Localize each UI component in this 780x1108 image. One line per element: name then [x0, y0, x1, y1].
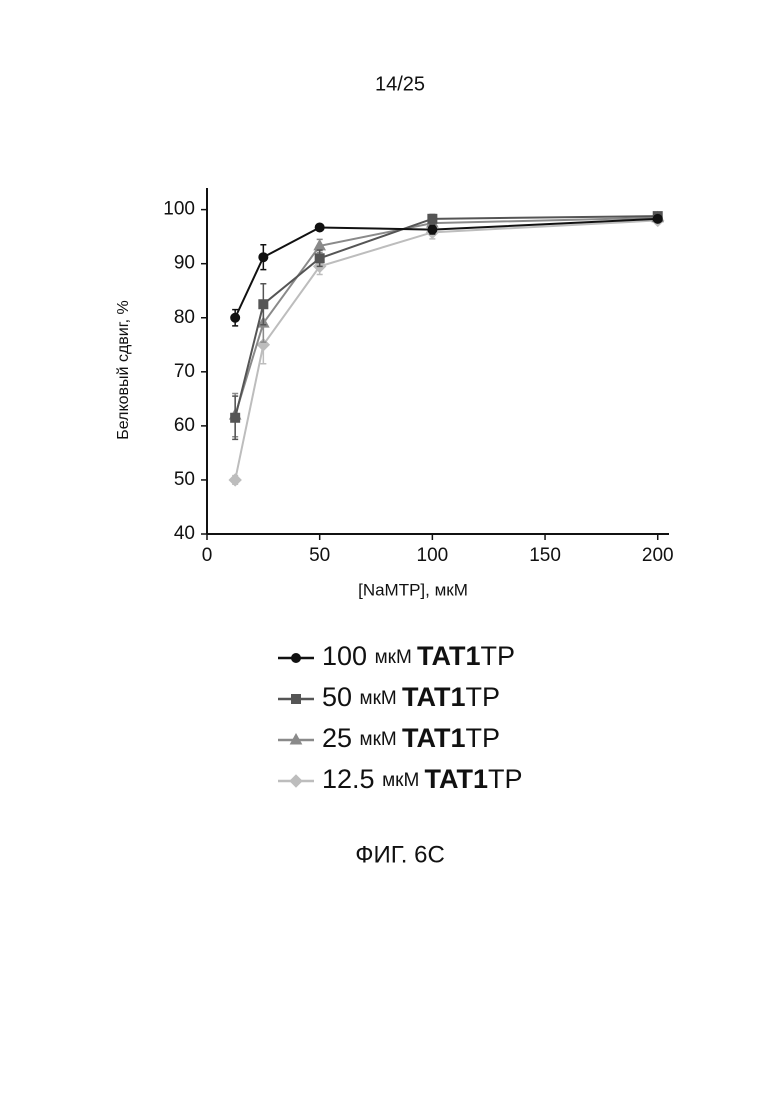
- figure: 14/25 ФИГ. 6C [NaMTP], мкМ Белковый сдви…: [0, 0, 780, 1103]
- marker: [231, 413, 240, 422]
- x-axis-label: [NaMTP], мкМ: [358, 580, 468, 599]
- x-tick-label: 150: [529, 545, 561, 566]
- y-axis-label: Белковый сдвиг, %: [115, 300, 132, 439]
- marker: [259, 253, 268, 262]
- legend-marker-shape: [292, 695, 301, 704]
- series-line: [235, 220, 658, 480]
- y-tick-label: 40: [174, 523, 195, 544]
- series-line: [235, 216, 658, 418]
- x-tick-label: 50: [309, 545, 330, 566]
- legend-marker: [290, 775, 302, 787]
- legend-label: 50 мкМ TAT1TP: [322, 682, 500, 712]
- x-tick-label: 200: [642, 545, 674, 566]
- marker: [315, 223, 324, 232]
- marker: [229, 474, 241, 486]
- caption: ФИГ. 6C: [355, 841, 445, 868]
- page-number: 14/25: [375, 73, 425, 95]
- y-tick-label: 70: [174, 361, 195, 382]
- legend-marker-shape: [292, 654, 301, 663]
- y-tick-label: 80: [174, 307, 195, 328]
- legend-marker-shape: [290, 775, 302, 787]
- marker: [259, 300, 268, 309]
- series-line: [235, 219, 658, 318]
- y-tick-label: 90: [174, 253, 195, 274]
- legend-marker: [292, 695, 301, 704]
- x-tick-label: 0: [202, 545, 213, 566]
- legend-label: 12.5 мкМ TAT1TP: [322, 764, 523, 794]
- y-tick-label: 60: [174, 415, 195, 436]
- y-tick-label: 100: [163, 199, 195, 220]
- x-tick-label: 100: [417, 545, 449, 566]
- marker: [428, 225, 437, 234]
- legend-label: 25 мкМ TAT1TP: [322, 723, 500, 753]
- legend-marker: [292, 654, 301, 663]
- y-tick-label: 50: [174, 469, 195, 490]
- legend-label: 100 мкМ TAT1TP: [322, 641, 515, 671]
- marker: [428, 214, 437, 223]
- page: 14/25 ФИГ. 6C [NaMTP], мкМ Белковый сдви…: [0, 0, 780, 1108]
- marker: [231, 313, 240, 322]
- marker: [315, 254, 324, 263]
- marker: [653, 214, 662, 223]
- series-line: [235, 218, 658, 415]
